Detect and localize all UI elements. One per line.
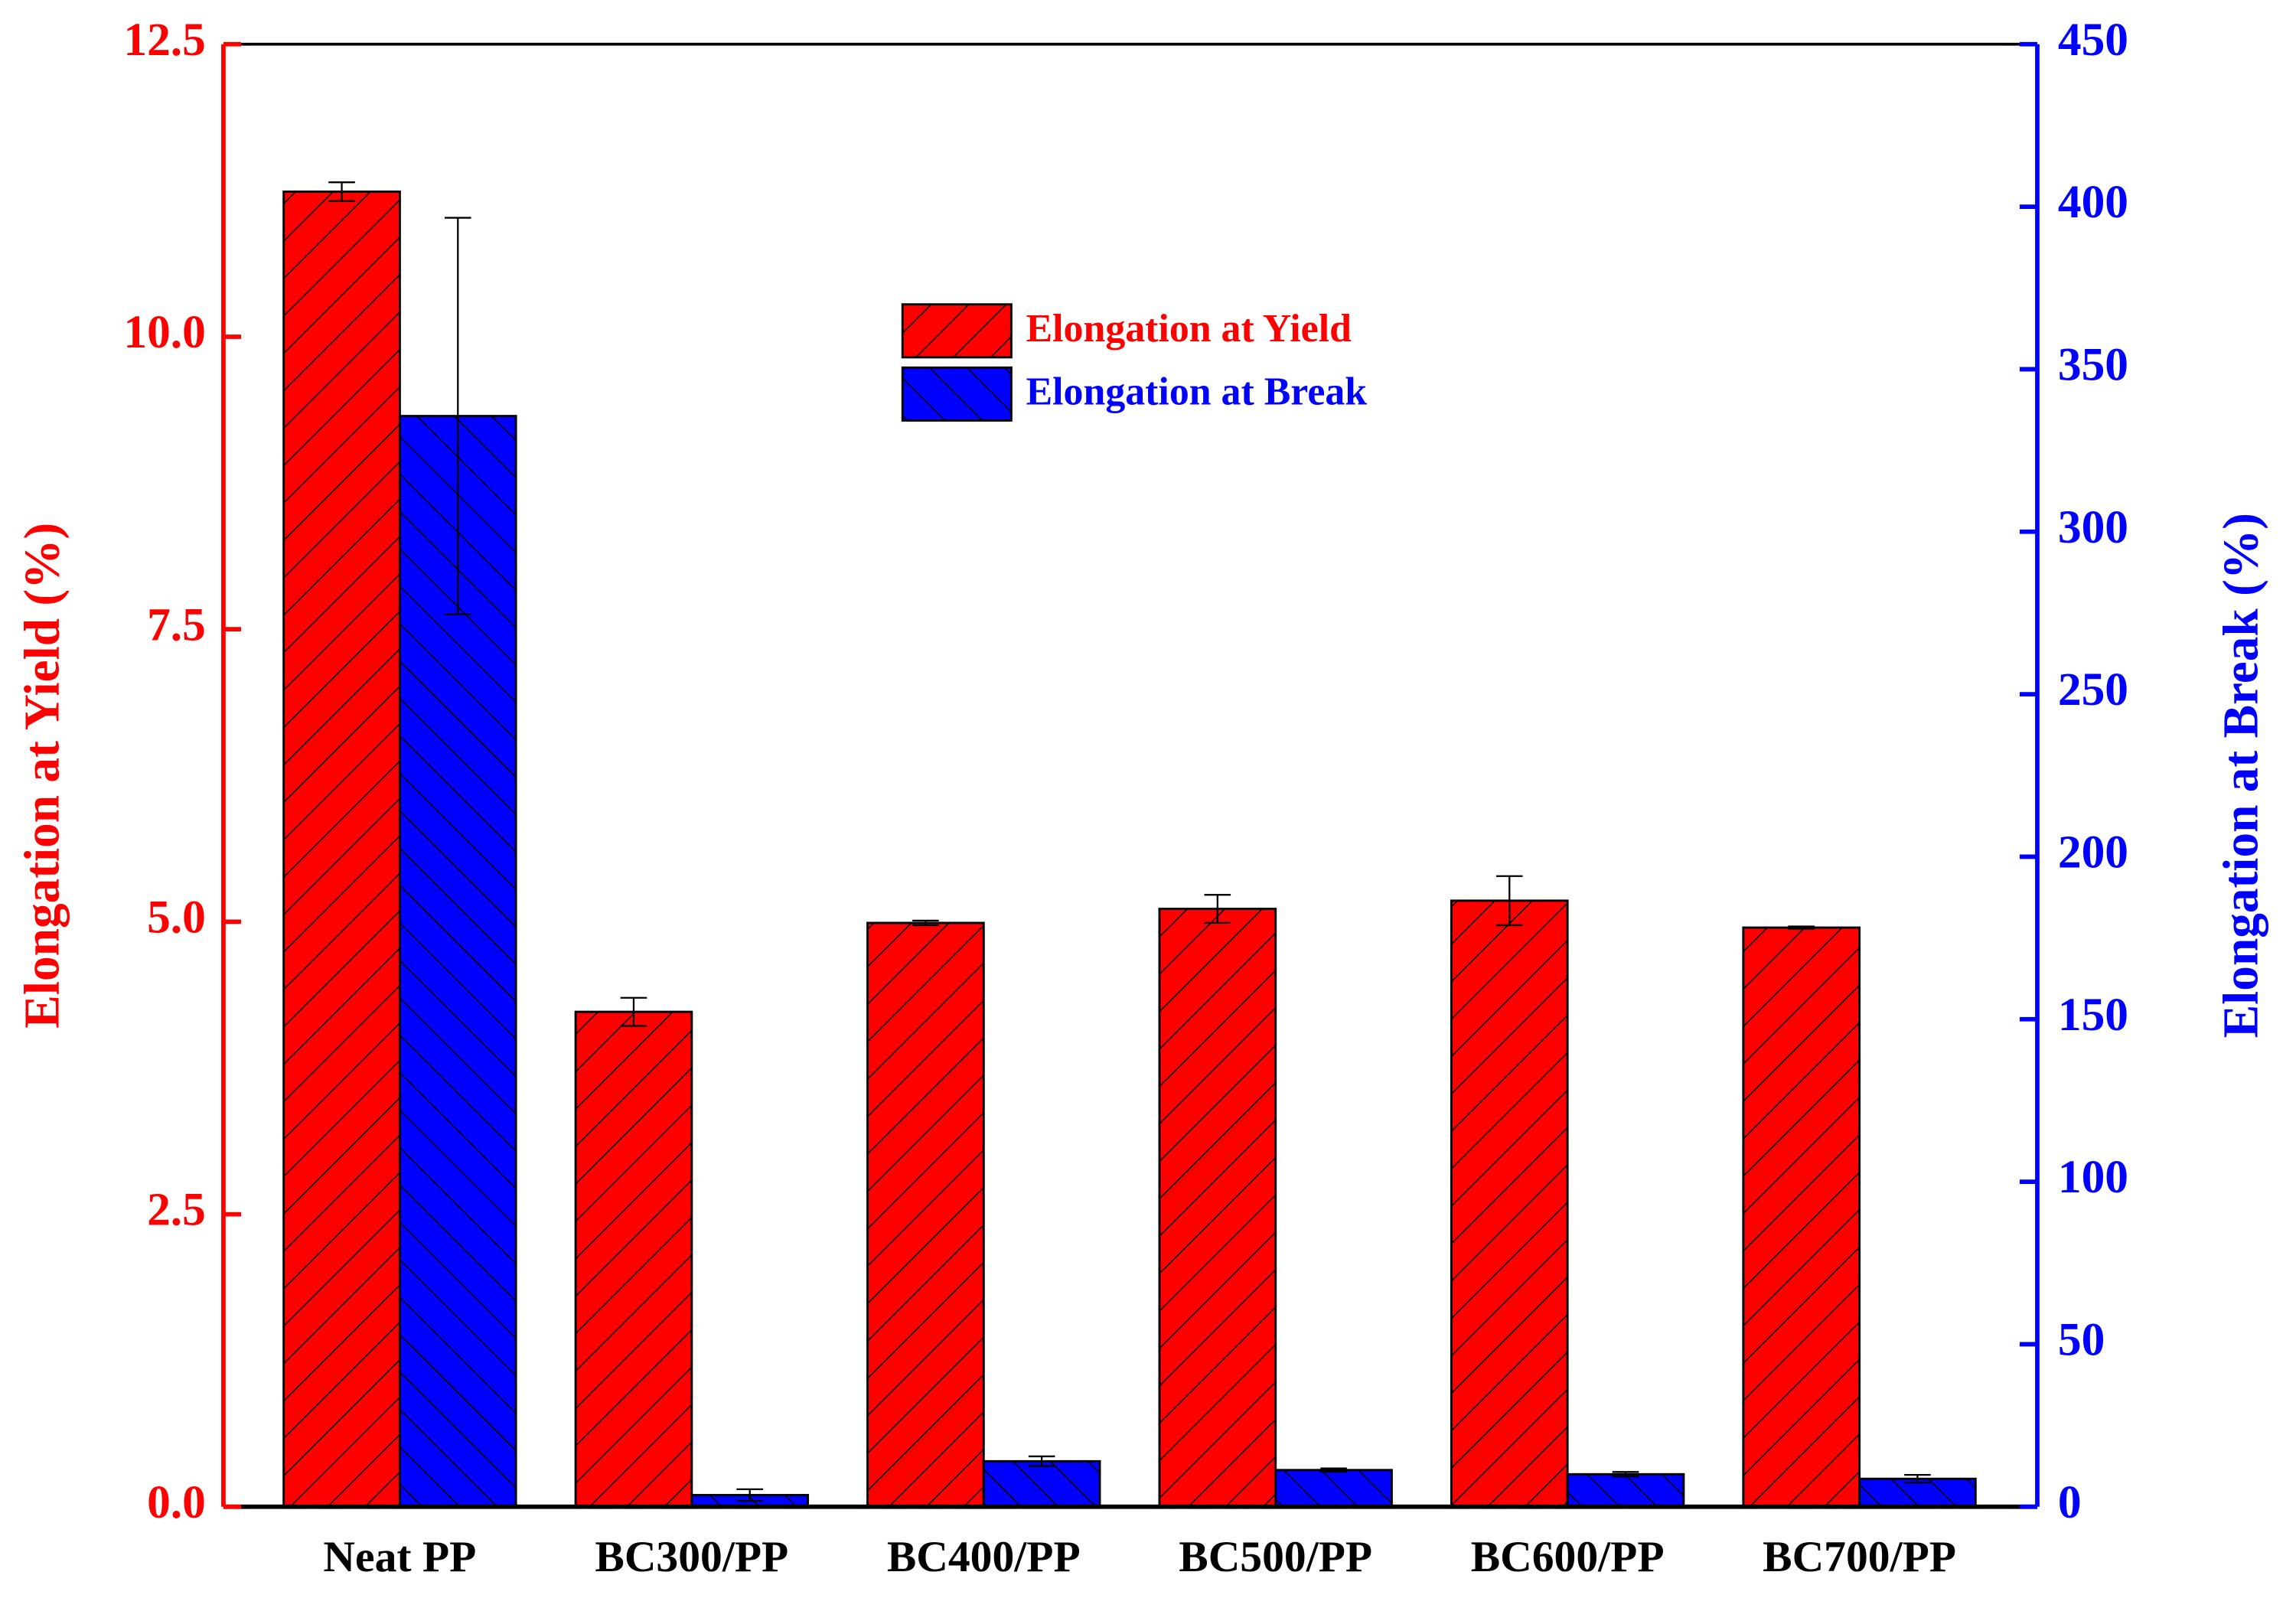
y2-tick-label: 0 [2058, 1476, 2082, 1528]
legend-swatch-hatch [902, 304, 1012, 357]
x-tick-label: Neat PP [323, 1533, 476, 1581]
bar-hatch [867, 922, 984, 1507]
bar-hatch [1743, 928, 1860, 1507]
axes: 0.0 2.5 5.0 7.5 10.0 12.5 0 50 100 150 200 250 300 35… [15, 14, 2268, 1581]
bar-hatch [576, 1012, 692, 1507]
x-tick-label: BC600/PP [1471, 1533, 1665, 1581]
y-tick-label: 2.5 [147, 1184, 206, 1236]
x-tick-label: BC700/PP [1763, 1533, 1956, 1581]
y2-tick-label: 300 [2058, 501, 2128, 553]
y-tick-label: 0.0 [147, 1476, 206, 1528]
legend-label: Elongation at Yield [1026, 307, 1352, 351]
y-tick-label: 10.0 [123, 306, 206, 358]
bars [282, 181, 1977, 1508]
bar-hatch [983, 1461, 1101, 1507]
y2-tick-label: 50 [2058, 1314, 2105, 1366]
bar-hatch [1567, 1474, 1684, 1507]
x-tick-label: BC400/PP [887, 1533, 1081, 1581]
y2-axis-title: Elongation at Break (%) [2214, 513, 2269, 1038]
y2-tick-label: 250 [2058, 664, 2128, 716]
y-tick-label: 12.5 [123, 14, 206, 66]
y-tick-label: 5.0 [147, 891, 206, 943]
bar-hatch [1275, 1469, 1392, 1507]
x-tick-label: BC300/PP [595, 1533, 788, 1581]
y-axis-title: Elongation at Yield (%) [15, 523, 70, 1029]
legend-swatch-hatch [902, 367, 1012, 421]
x-tick-label: BC500/PP [1179, 1533, 1372, 1581]
y2-tick-label: 400 [2058, 176, 2128, 228]
legend-label: Elongation at Break [1026, 370, 1368, 414]
y-tick-label: 7.5 [147, 598, 206, 651]
bar-hatch [1159, 908, 1276, 1507]
y2-tick-label: 200 [2058, 827, 2128, 879]
y2-tick-label: 450 [2058, 14, 2128, 66]
y2-tick-label: 350 [2058, 339, 2128, 391]
y2-tick-label: 100 [2058, 1151, 2128, 1203]
bar-hatch [283, 191, 400, 1507]
y2-tick-label: 150 [2058, 989, 2128, 1041]
bar-hatch [1451, 900, 1568, 1507]
